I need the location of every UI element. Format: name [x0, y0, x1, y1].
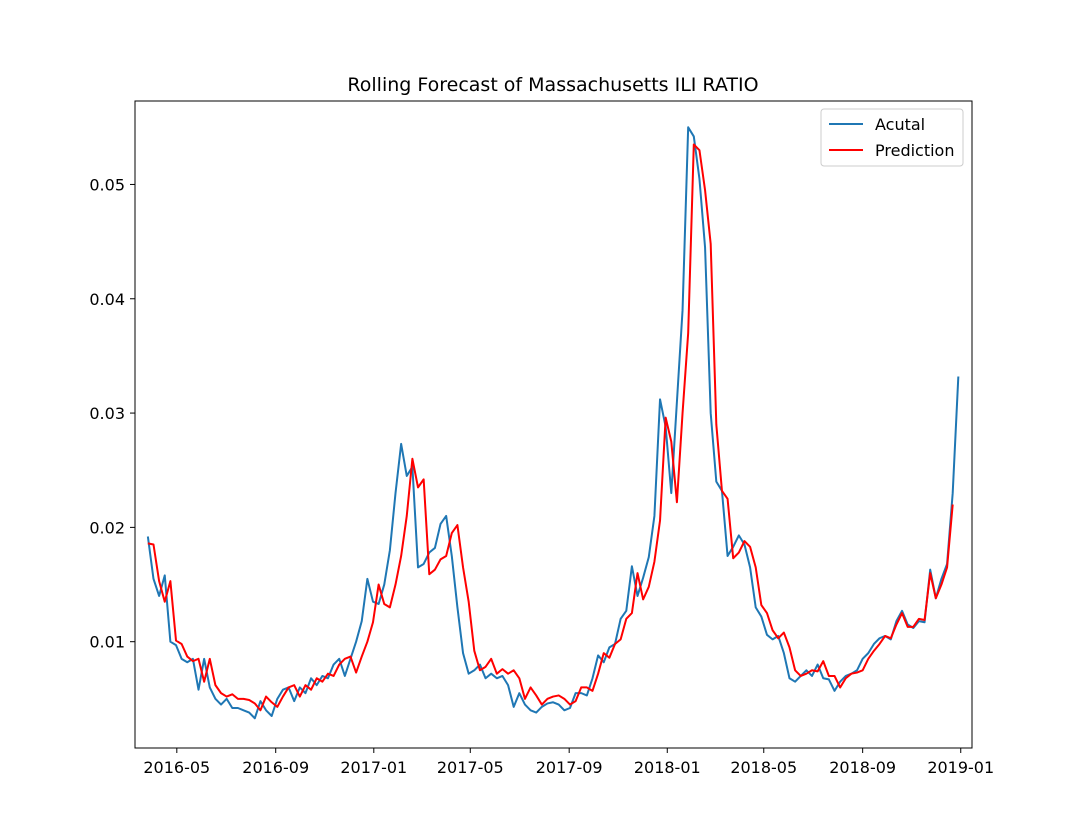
- axes: 2016-05 2016-09 2017-01 2017-05 2017-09 2018-…: [89, 175, 994, 777]
- x-tick-label: 2016-05: [143, 758, 210, 777]
- x-tick-label: 2018-09: [829, 758, 896, 777]
- y-tick-label: 0.01: [89, 633, 125, 652]
- y-tick-label: 0.05: [89, 175, 125, 194]
- x-tick-label: 2017-01: [340, 758, 407, 777]
- plot-frame: [134, 100, 973, 749]
- x-tick-label: 2017-09: [536, 758, 603, 777]
- x-tick-label: 2016-09: [242, 758, 309, 777]
- legend-label: Prediction: [875, 141, 954, 160]
- legend: Acutal Prediction: [820, 108, 964, 167]
- x-tick-label: 2018-01: [634, 758, 701, 777]
- x-tick-label: 2018-05: [730, 758, 797, 777]
- x-tick-label: 2017-05: [437, 758, 504, 777]
- x-tick-label: 2019-01: [927, 758, 994, 777]
- legend-label: Acutal: [875, 115, 925, 134]
- y-tick-label: 0.02: [89, 518, 125, 537]
- chart-title: Rolling Forecast of Massachusetts ILI RA…: [347, 74, 758, 96]
- y-tick-label: 0.03: [89, 404, 125, 423]
- series-line-1: [147, 143, 954, 712]
- plot-area: [146, 126, 960, 720]
- y-tick-label: 0.04: [89, 290, 125, 309]
